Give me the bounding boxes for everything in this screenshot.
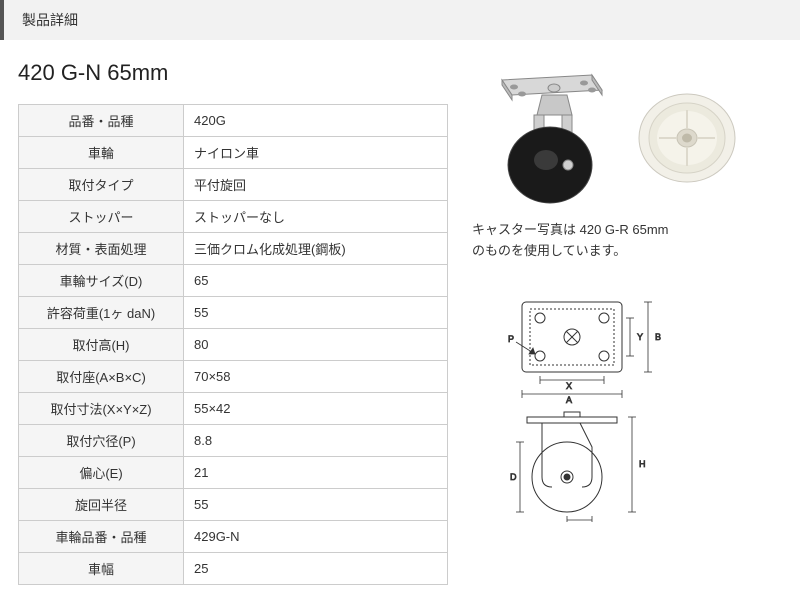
table-row: 取付寸法(X×Y×Z)55×42: [19, 393, 448, 425]
table-row: 取付穴径(P)8.8: [19, 425, 448, 457]
spec-value: ナイロン車: [184, 137, 448, 169]
table-row: 車幅25: [19, 553, 448, 585]
spec-label: 旋回半径: [19, 489, 184, 521]
spec-label: 車幅: [19, 553, 184, 585]
spec-value: 三価クロム化成処理(鋼板): [184, 233, 448, 265]
spec-label: 車輪: [19, 137, 184, 169]
spec-value: 55×42: [184, 393, 448, 425]
table-row: 品番・品種420G: [19, 105, 448, 137]
photo-caption-line1: キャスター写真は 420 G-R 65mm: [472, 222, 668, 237]
spec-label: 材質・表面処理: [19, 233, 184, 265]
diagram-label-a: A: [566, 395, 572, 405]
spec-label: 許容荷重(1ヶ daN): [19, 297, 184, 329]
spec-value: 420G: [184, 105, 448, 137]
photo-row: [472, 60, 782, 210]
diagram-label-d: D: [510, 472, 517, 482]
diagram-label-h: H: [639, 459, 646, 469]
wheel-photo: [632, 80, 742, 190]
spec-value: 429G-N: [184, 521, 448, 553]
spec-value: ストッパーなし: [184, 201, 448, 233]
spec-label: 取付穴径(P): [19, 425, 184, 457]
spec-table: 品番・品種420G車輪ナイロン車取付タイプ平付旋回ストッパーストッパーなし材質・…: [18, 104, 448, 585]
diagram-label-y: Y: [637, 332, 643, 342]
left-column: 420 G-N 65mm 品番・品種420G車輪ナイロン車取付タイプ平付旋回スト…: [18, 60, 448, 585]
table-row: 車輪品番・品種429G-N: [19, 521, 448, 553]
spec-label: 偏心(E): [19, 457, 184, 489]
spec-label: 車輪サイズ(D): [19, 265, 184, 297]
diagram-label-b: B: [655, 332, 661, 342]
table-row: 車輪ナイロン車: [19, 137, 448, 169]
spec-value: 70×58: [184, 361, 448, 393]
table-row: 材質・表面処理三価クロム化成処理(鋼板): [19, 233, 448, 265]
technical-diagram: X A Y B P: [472, 292, 672, 522]
spec-value: 65: [184, 265, 448, 297]
caster-photo: [472, 60, 622, 210]
content-area: 420 G-N 65mm 品番・品種420G車輪ナイロン車取付タイプ平付旋回スト…: [0, 40, 800, 595]
table-row: ストッパーストッパーなし: [19, 201, 448, 233]
spec-label: 取付座(A×B×C): [19, 361, 184, 393]
table-row: 許容荷重(1ヶ daN)55: [19, 297, 448, 329]
table-row: 車輪サイズ(D)65: [19, 265, 448, 297]
spec-value: 25: [184, 553, 448, 585]
table-row: 取付座(A×B×C)70×58: [19, 361, 448, 393]
spec-value: 55: [184, 297, 448, 329]
spec-value: 平付旋回: [184, 169, 448, 201]
right-column: キャスター写真は 420 G-R 65mm のものを使用しています。: [472, 60, 782, 585]
diagram-label-p: P: [508, 334, 514, 344]
spec-label: 車輪品番・品種: [19, 521, 184, 553]
spec-label: 品番・品種: [19, 105, 184, 137]
table-row: 偏心(E)21: [19, 457, 448, 489]
spec-label: 取付高(H): [19, 329, 184, 361]
diagram-label-x: X: [566, 381, 572, 391]
table-row: 取付高(H)80: [19, 329, 448, 361]
spec-label: 取付寸法(X×Y×Z): [19, 393, 184, 425]
spec-label: 取付タイプ: [19, 169, 184, 201]
spec-value: 80: [184, 329, 448, 361]
photo-caption-line2: のものを使用しています。: [472, 243, 626, 258]
spec-value: 8.8: [184, 425, 448, 457]
spec-value: 21: [184, 457, 448, 489]
table-row: 旋回半径55: [19, 489, 448, 521]
spec-label: ストッパー: [19, 201, 184, 233]
spec-value: 55: [184, 489, 448, 521]
table-row: 取付タイプ平付旋回: [19, 169, 448, 201]
section-header-text: 製品詳細: [22, 12, 78, 28]
section-header: 製品詳細: [0, 0, 800, 40]
product-title: 420 G-N 65mm: [18, 60, 448, 86]
photo-caption: キャスター写真は 420 G-R 65mm のものを使用しています。: [472, 220, 782, 262]
